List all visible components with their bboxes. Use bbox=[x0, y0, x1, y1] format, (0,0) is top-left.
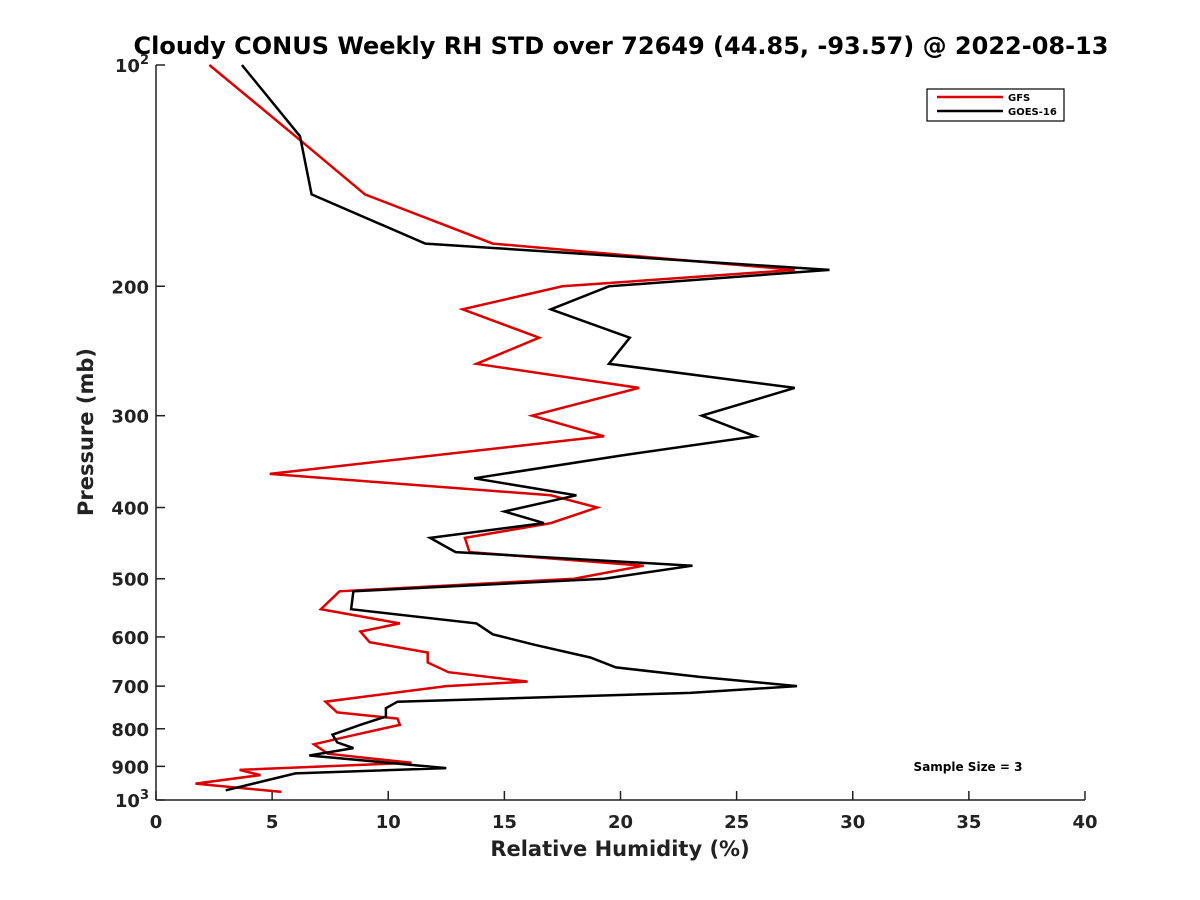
y-tick-label: 600 bbox=[111, 628, 149, 649]
legend-label-goes16: GOES-16 bbox=[1008, 107, 1057, 118]
x-tick-label: 20 bbox=[608, 812, 633, 833]
legend-box bbox=[926, 88, 1065, 122]
x-tick-label: 35 bbox=[956, 812, 981, 833]
sample-size-annotation: Sample Size = 3 bbox=[914, 760, 1023, 774]
y-tick-label: 700 bbox=[111, 677, 149, 698]
x-tick-label: 30 bbox=[840, 812, 865, 833]
y-tick-label: 103 bbox=[115, 788, 149, 812]
series-lines bbox=[195, 64, 830, 794]
x-tick-label: 25 bbox=[724, 812, 749, 833]
x-axis-label: Relative Humidity (%) bbox=[490, 837, 749, 861]
x-tick-label: 40 bbox=[1072, 812, 1097, 833]
y-axis-label: Pressure (mb) bbox=[74, 348, 98, 516]
series-line-goes16 bbox=[225, 64, 830, 792]
y-tick-label: 800 bbox=[111, 720, 149, 741]
chart-title: Cloudy CONUS Weekly RH STD over 72649 (4… bbox=[134, 32, 1109, 60]
y-tick-label: 102 bbox=[115, 53, 149, 77]
legend: GFS GOES-16 bbox=[926, 88, 1065, 122]
x-axis-ticks: 0 5 10 15 20 25 30 35 40 bbox=[150, 791, 1098, 833]
x-tick-label: 5 bbox=[266, 812, 279, 833]
x-tick-label: 10 bbox=[376, 812, 401, 833]
y-tick-label: 200 bbox=[111, 277, 149, 298]
x-tick-label: 0 bbox=[150, 812, 163, 833]
y-tick-label: 900 bbox=[111, 757, 149, 778]
series-line-gfs bbox=[195, 64, 795, 794]
x-tick-label: 15 bbox=[492, 812, 517, 833]
y-tick-label: 500 bbox=[111, 570, 149, 591]
y-tick-label: 300 bbox=[111, 407, 149, 428]
y-tick-label: 400 bbox=[111, 499, 149, 520]
plot-area: 0 5 10 15 20 25 30 35 40 102 200 300 400 500 600 700 80… bbox=[111, 53, 1097, 833]
legend-label-gfs: GFS bbox=[1008, 93, 1030, 104]
y-axis-ticks: 102 200 300 400 500 600 700 800 900 103 bbox=[111, 53, 165, 812]
